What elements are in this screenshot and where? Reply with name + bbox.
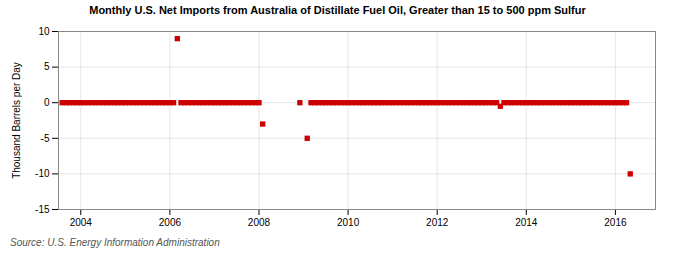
svg-text:2004: 2004	[70, 217, 93, 228]
svg-text:Thousand Barrels per Day: Thousand Barrels per Day	[11, 62, 22, 179]
svg-text:-15: -15	[35, 204, 50, 215]
html-text:Source: U.S. Energy Informatio: Source: U.S. Energy Information Administ…	[10, 237, 220, 248]
svg-text:5: 5	[44, 61, 50, 72]
svg-text:2014: 2014	[515, 217, 538, 228]
svg-text:10: 10	[38, 26, 50, 37]
svg-text:-5: -5	[41, 133, 50, 144]
svg-text:-10: -10	[35, 168, 50, 179]
svg-text:2010: 2010	[337, 217, 360, 228]
html-text:Monthly U.S. Net Imports from: Monthly U.S. Net Imports from Australia …	[89, 4, 586, 16]
svg-text:2012: 2012	[426, 217, 449, 228]
svg-text:2016: 2016	[604, 217, 627, 228]
svg-text:2006: 2006	[159, 217, 182, 228]
svg-text:0: 0	[44, 97, 50, 108]
svg-text:2008: 2008	[248, 217, 271, 228]
